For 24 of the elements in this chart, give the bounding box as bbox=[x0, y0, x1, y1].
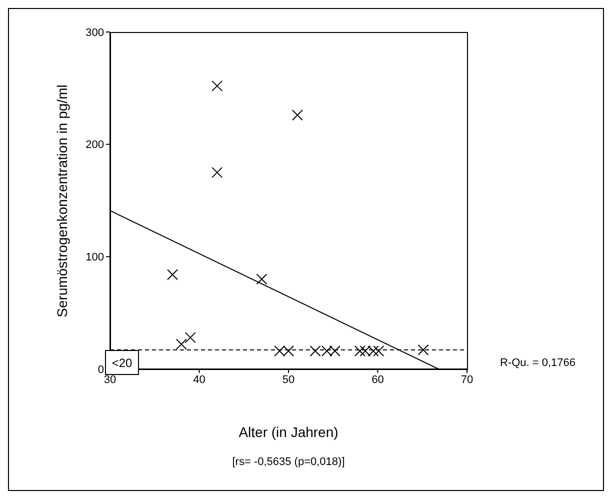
y-tick-label: 0 bbox=[98, 364, 104, 376]
y-tick-label: 200 bbox=[86, 139, 104, 152]
point bbox=[176, 338, 187, 350]
y-tick-label: 300 bbox=[86, 26, 104, 39]
annotation: <20 bbox=[105, 350, 139, 375]
point bbox=[418, 344, 429, 356]
point bbox=[166, 269, 178, 280]
x-tick-label: 60 bbox=[372, 374, 384, 386]
text: R-Qu. = 0,1766 bbox=[500, 357, 576, 369]
point bbox=[373, 346, 384, 357]
point bbox=[184, 332, 196, 344]
text: [rs= -0,5635 (p=0,018)] bbox=[232, 456, 345, 468]
x-tick-label: 40 bbox=[193, 374, 206, 386]
point bbox=[292, 110, 303, 121]
x-tick-label: 30 bbox=[104, 374, 116, 386]
y-tick-label: 100 bbox=[86, 252, 104, 264]
point bbox=[212, 166, 223, 178]
x-tick-label: 70 bbox=[460, 374, 474, 386]
x-axis-title: Alter (in Jahren) bbox=[238, 424, 338, 440]
point bbox=[256, 274, 268, 285]
y-axis-title: Serumöstrogenkonzentration in pg/ml bbox=[54, 84, 70, 317]
x-tick-label: 50 bbox=[282, 374, 295, 386]
point bbox=[212, 80, 223, 92]
point bbox=[354, 346, 366, 357]
